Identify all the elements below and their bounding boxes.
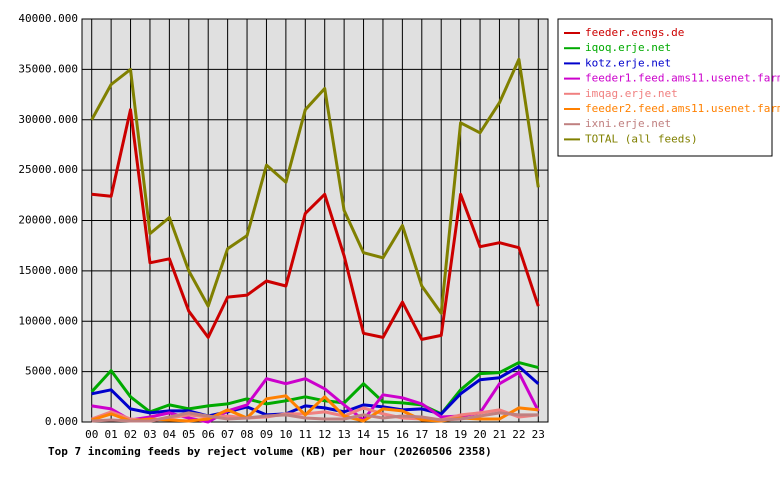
x-tick-label: 05 bbox=[182, 428, 195, 441]
legend-label: iqoq.erje.net bbox=[585, 41, 671, 54]
y-tick-label: 5000.000 bbox=[25, 365, 78, 378]
y-tick-label: 35000.000 bbox=[18, 62, 78, 75]
legend-label: kotz.erje.net bbox=[585, 56, 671, 69]
x-tick-label: 21 bbox=[493, 428, 506, 441]
x-tick-label: 13 bbox=[338, 428, 351, 441]
x-tick-label: 14 bbox=[357, 428, 371, 441]
x-tick-label: 15 bbox=[376, 428, 389, 441]
x-tick-label: 10 bbox=[279, 428, 292, 441]
x-tick-label: 11 bbox=[299, 428, 312, 441]
x-tick-label: 06 bbox=[202, 428, 215, 441]
x-tick-label: 07 bbox=[221, 428, 234, 441]
x-tick-label: 23 bbox=[532, 428, 545, 441]
x-tick-label: 19 bbox=[454, 428, 467, 441]
chart-title: Top 7 incoming feeds by reject volume (K… bbox=[48, 445, 492, 458]
y-tick-label: 20000.000 bbox=[18, 214, 78, 227]
series-line bbox=[91, 411, 539, 423]
legend-label: imqag.erje.net bbox=[585, 87, 678, 100]
x-tick-label: 17 bbox=[415, 428, 428, 441]
legend-box bbox=[557, 18, 773, 157]
x-tick-label: 00 bbox=[85, 428, 98, 441]
series-line bbox=[90, 361, 539, 416]
x-tick-label: 20 bbox=[473, 428, 486, 441]
series-line bbox=[90, 57, 540, 315]
legend-label: feeder.ecngs.de bbox=[585, 26, 684, 39]
x-tick-label: 12 bbox=[318, 428, 331, 441]
x-tick-label: 01 bbox=[105, 428, 118, 441]
x-tick-label: 09 bbox=[260, 428, 273, 441]
legend-label: feeder1.feed.ams11.usenet.farm bbox=[585, 72, 780, 85]
legend-label: ixni.erje.net bbox=[585, 117, 671, 130]
series-line bbox=[91, 108, 540, 341]
x-tick-label: 03 bbox=[143, 428, 156, 441]
x-tick-label: 04 bbox=[163, 428, 177, 441]
x-tick-label: 08 bbox=[240, 428, 253, 441]
y-tick-label: 10000.000 bbox=[18, 314, 78, 327]
x-tick-label: 16 bbox=[396, 428, 409, 441]
y-tick-label: 15000.000 bbox=[18, 264, 78, 277]
legend-label: feeder2.feed.ams11.usenet.farm bbox=[585, 102, 780, 115]
x-tick-label: 18 bbox=[435, 428, 448, 441]
y-tick-label: 25000.000 bbox=[18, 163, 78, 176]
legend-label: TOTAL (all feeds) bbox=[585, 132, 698, 145]
y-tick-label: 30000.000 bbox=[18, 113, 78, 126]
x-tick-label: 22 bbox=[512, 428, 525, 441]
y-tick-label: 40000.000 bbox=[18, 12, 78, 25]
y-tick-label: 0.000 bbox=[45, 415, 78, 428]
x-tick-label: 02 bbox=[124, 428, 137, 441]
